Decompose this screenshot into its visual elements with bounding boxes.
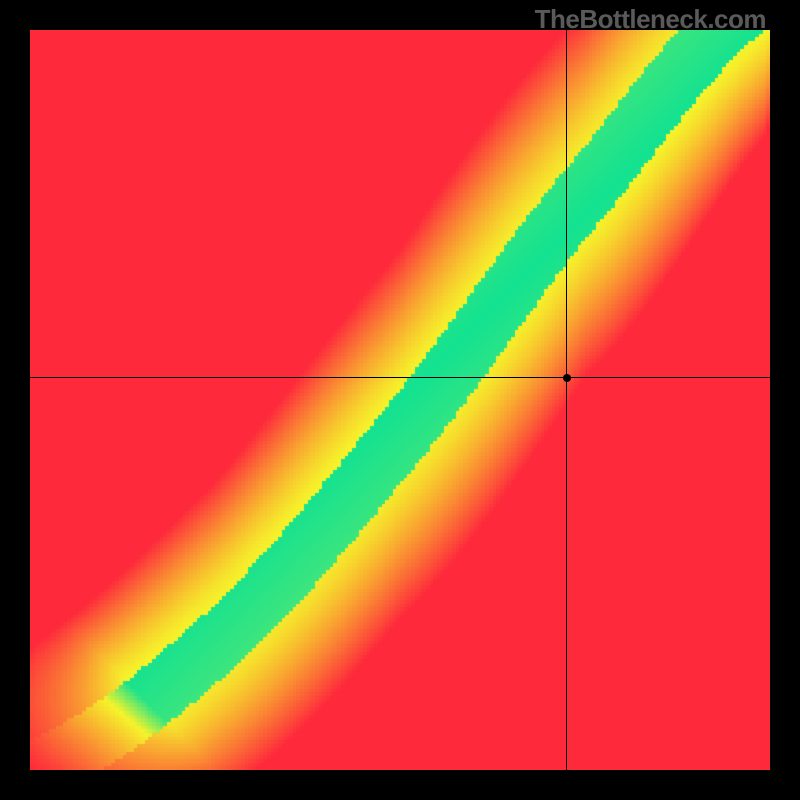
bottleneck-heatmap <box>30 30 770 770</box>
crosshair-horizontal <box>30 377 770 378</box>
crosshair-dot <box>563 374 571 382</box>
crosshair-vertical <box>566 30 567 770</box>
